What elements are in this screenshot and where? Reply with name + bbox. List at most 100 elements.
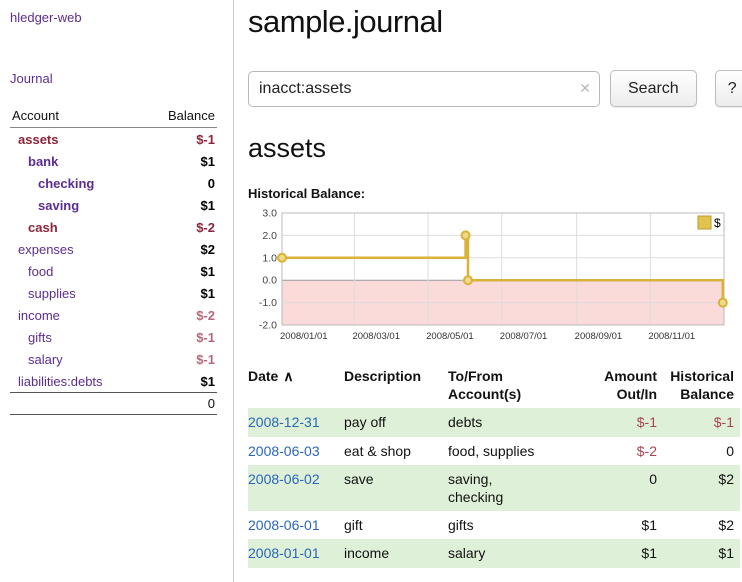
account-link[interactable]: cash bbox=[28, 219, 58, 235]
transaction-accounts: debts bbox=[448, 414, 483, 431]
transaction-accounts: salary bbox=[448, 545, 486, 562]
legend-swatch bbox=[697, 215, 712, 230]
transaction-balance: 0 bbox=[726, 442, 734, 459]
account-link[interactable]: assets bbox=[18, 131, 59, 147]
y-tick-label: 2.0 bbox=[262, 230, 277, 242]
account-link[interactable]: supplies bbox=[28, 285, 76, 301]
balance-column-header: Balance bbox=[168, 108, 215, 123]
x-tick-label: 2008/05/01 bbox=[426, 331, 474, 342]
account-row: cash $-2 bbox=[10, 216, 217, 238]
y-tick-label: 3.0 bbox=[262, 208, 277, 220]
transactions-header-row: Date ∧ Description To/From Account(s) Amount… bbox=[248, 365, 740, 408]
account-link[interactable]: liabilities:debts bbox=[18, 373, 103, 389]
account-row: income $-2 bbox=[10, 304, 217, 326]
transaction-date-link[interactable]: 2008-06-01 bbox=[248, 517, 320, 534]
sort-ascending-icon: ∧ bbox=[283, 368, 294, 384]
account-link[interactable]: food bbox=[28, 263, 54, 279]
transaction-balance: $2 bbox=[718, 517, 734, 534]
account-row: saving $1 bbox=[10, 194, 217, 216]
account-balance: $-1 bbox=[196, 329, 215, 345]
account-balance: $1 bbox=[200, 285, 215, 301]
account-heading: assets bbox=[248, 133, 327, 163]
account-row: gifts $-1 bbox=[10, 326, 217, 348]
search-input[interactable] bbox=[248, 70, 600, 107]
transaction-accounts: gifts bbox=[448, 517, 474, 534]
search-box: ✕ bbox=[248, 70, 600, 107]
transactions-table: Date ∧ Description To/From Account(s) Amount… bbox=[248, 365, 740, 568]
total-balance: 0 bbox=[207, 396, 215, 411]
account-link[interactable]: expenses bbox=[18, 241, 74, 257]
transaction-balance: $1 bbox=[718, 545, 734, 562]
sidebar: hledger-web Journal Account Balance asse… bbox=[0, 0, 234, 582]
transaction-description: eat & shop bbox=[344, 442, 411, 459]
account-balance: 0 bbox=[207, 175, 215, 191]
x-tick-label: 2008/09/01 bbox=[575, 331, 623, 342]
account-link[interactable]: income bbox=[18, 307, 60, 323]
account-balance: $2 bbox=[200, 241, 215, 257]
account-balance: $-1 bbox=[196, 351, 215, 367]
column-header: Amount Out/In bbox=[604, 368, 657, 403]
account-row: liabilities:debts $1 bbox=[10, 370, 217, 392]
x-tick-label: 2008/07/01 bbox=[500, 331, 548, 342]
data-point-marker bbox=[460, 230, 471, 241]
account-row: food $1 bbox=[10, 260, 217, 282]
y-tick-label: -1.0 bbox=[259, 297, 277, 309]
data-point-marker bbox=[462, 275, 473, 286]
account-row: supplies $1 bbox=[10, 282, 217, 304]
account-link[interactable]: salary bbox=[28, 351, 63, 367]
account-row: expenses $2 bbox=[10, 238, 217, 260]
main-content: sample.journal ✕ Search ? assets Histori… bbox=[234, 0, 742, 582]
account-balance: $-1 bbox=[196, 131, 215, 147]
account-rows: assets $-1 bank $1 checking 0 saving $1 cash $-2 e… bbox=[10, 128, 217, 392]
account-row: checking 0 bbox=[10, 172, 217, 194]
transaction-date-link[interactable]: 2008-01-01 bbox=[248, 545, 320, 562]
account-total-row: 0 bbox=[10, 392, 217, 415]
data-point-marker bbox=[717, 297, 728, 308]
transaction-row: 2008-12-31 pay off debts $-1 $-1 bbox=[248, 408, 740, 437]
column-header[interactable]: Date ∧ bbox=[248, 368, 294, 384]
account-link[interactable]: saving bbox=[38, 197, 80, 213]
transaction-description: pay off bbox=[344, 414, 386, 431]
account-balance: $1 bbox=[200, 153, 215, 169]
account-balance: $1 bbox=[200, 197, 215, 213]
transaction-row: 2008-06-01 gift gifts $1 $2 bbox=[248, 511, 740, 539]
y-tick-label: -2.0 bbox=[259, 320, 277, 332]
account-balance: $1 bbox=[200, 263, 215, 279]
data-point-marker bbox=[277, 252, 287, 263]
app-title-link[interactable]: hledger-web bbox=[10, 10, 82, 25]
clear-search-icon[interactable]: ✕ bbox=[579, 79, 591, 96]
transaction-date-link[interactable]: 2008-06-03 bbox=[248, 442, 320, 459]
help-button[interactable]: ? bbox=[714, 70, 742, 107]
transaction-amount: 0 bbox=[649, 470, 657, 487]
transaction-date-link[interactable]: 2008-12-31 bbox=[248, 414, 320, 431]
transaction-amount: $-1 bbox=[636, 414, 657, 431]
chart-title: Historical Balance: bbox=[248, 186, 366, 201]
sidebar-item-journal[interactable]: Journal bbox=[10, 71, 53, 86]
y-tick-label: 0.0 bbox=[262, 275, 277, 287]
account-row: assets $-1 bbox=[10, 128, 217, 150]
transaction-balance: $2 bbox=[718, 470, 734, 487]
transaction-row: 2008-06-03 eat & shop food, supplies $-2 0 bbox=[248, 437, 740, 465]
transaction-amount: $1 bbox=[641, 545, 657, 562]
transactions-body: 2008-12-31 pay off debts $-1 $-1 2008-06-03 ea… bbox=[248, 408, 740, 568]
transaction-date-link[interactable]: 2008-06-02 bbox=[248, 470, 320, 487]
account-link[interactable]: gifts bbox=[28, 329, 52, 345]
transaction-accounts: food, supplies bbox=[448, 442, 535, 459]
account-link[interactable]: checking bbox=[38, 175, 95, 191]
transaction-description: income bbox=[344, 545, 390, 562]
transaction-amount: $-2 bbox=[636, 442, 657, 459]
search-button[interactable]: Search bbox=[610, 70, 697, 107]
account-link[interactable]: bank bbox=[28, 153, 59, 169]
transaction-balance: $-1 bbox=[713, 414, 734, 431]
transaction-description: save bbox=[344, 470, 374, 487]
column-header: Historical Balance bbox=[670, 368, 734, 403]
page-title: sample.journal bbox=[248, 4, 443, 39]
account-column-header: Account bbox=[12, 108, 59, 123]
transaction-description: gift bbox=[344, 517, 363, 534]
x-tick-label: 2008/03/01 bbox=[352, 331, 400, 342]
search-form: ✕ Search ? bbox=[248, 70, 742, 107]
account-balance: $1 bbox=[200, 373, 215, 389]
x-tick-label: 2008/01/01 bbox=[280, 331, 328, 342]
